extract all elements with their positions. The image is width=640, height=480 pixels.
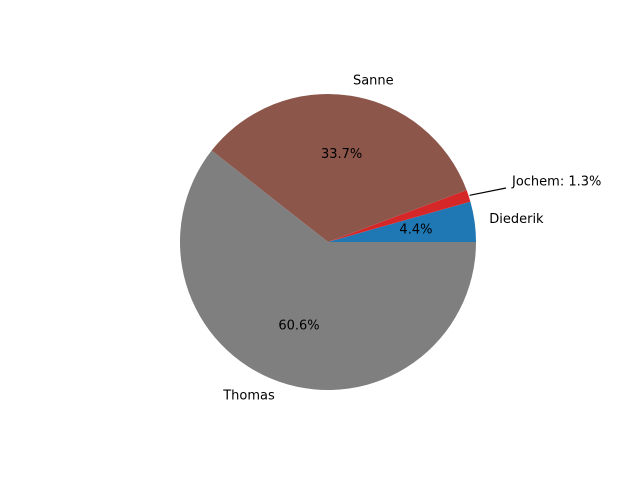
slice-label-thomas: Thomas (222, 388, 275, 403)
pie-slice-sanne (211, 94, 467, 243)
pie-labels: Diederik 4.4% Jochem: 1.3% Sanne 33.7% Thomas… (222, 74, 601, 404)
pct-label-sanne: 33.7% (321, 147, 362, 162)
pie-slice-jochem (328, 190, 471, 242)
pie-slices (180, 94, 477, 390)
slice-label-diederik: Diederik (489, 212, 544, 227)
slice-label-sanne: Sanne (353, 74, 394, 89)
pie-slice-diederik (328, 201, 476, 242)
pct-label-thomas: 60.6% (278, 318, 319, 333)
pie-slice-thomas (180, 150, 477, 390)
pct-label-diederik: 4.4% (399, 222, 432, 237)
callout-leader-jochem (469, 187, 507, 196)
callout-label-jochem: Jochem: 1.3% (511, 175, 601, 190)
